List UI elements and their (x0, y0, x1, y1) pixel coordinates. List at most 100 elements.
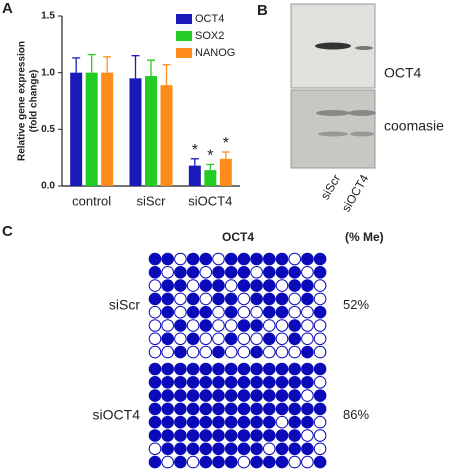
cpg-site (263, 429, 276, 442)
cpg-site (275, 376, 289, 389)
cpg-site (199, 292, 213, 306)
cpg-site (148, 362, 162, 376)
cpg-site (212, 362, 225, 376)
cpg-site (263, 279, 276, 292)
cpg-site (212, 319, 225, 332)
cpg-site (263, 266, 276, 279)
cpg-site (263, 402, 276, 416)
cpg-site (148, 442, 162, 456)
cpg-site (212, 252, 225, 266)
cpg-site (161, 305, 174, 319)
cpg-site (313, 362, 327, 376)
cpg-site (250, 362, 263, 376)
cpg-site (199, 345, 213, 359)
cpg-site (313, 415, 327, 429)
cpg-site (250, 455, 263, 469)
panel-label: B (257, 2, 268, 19)
cpg-site (199, 305, 213, 319)
group-label: siScr (109, 296, 140, 312)
cpg-site (199, 389, 213, 402)
cpg-site (263, 332, 276, 346)
cpg-site (313, 266, 327, 279)
cpg-site (313, 376, 327, 389)
cpg-site (288, 292, 302, 306)
cpg-site (186, 305, 200, 319)
cpg-site (161, 376, 174, 389)
cpg-site (174, 305, 187, 319)
cpg-site (275, 292, 289, 306)
cpg-site (288, 455, 302, 469)
cpg-site (313, 429, 327, 442)
cpg-site (288, 389, 302, 402)
cpg-site (148, 376, 162, 389)
cpg-site (186, 402, 200, 416)
cpg-site (212, 376, 225, 389)
bar (145, 76, 157, 186)
cpg-site (301, 455, 314, 469)
cpg-site (250, 292, 263, 306)
cpg-site (250, 319, 263, 332)
cpg-site (174, 376, 187, 389)
cpg-site (237, 252, 251, 266)
cpg-site (288, 252, 302, 266)
cpg-site (224, 319, 238, 332)
cpg-site (313, 389, 327, 402)
cpg-site (224, 376, 238, 389)
cpg-site (275, 429, 289, 442)
cpg-site (186, 345, 200, 359)
cpg-site (186, 376, 200, 389)
cpg-site (237, 376, 251, 389)
cpg-site (148, 305, 162, 319)
cpg-site (212, 455, 225, 469)
cpg-site (199, 442, 213, 456)
cpg-site (199, 429, 213, 442)
cpg-site (301, 292, 314, 306)
y-tick-label: 1.5 (41, 11, 55, 22)
cpg-site (148, 279, 162, 292)
cpg-site (250, 332, 263, 346)
cpg-site (288, 279, 302, 292)
cpg-site (250, 279, 263, 292)
cpg-site (263, 305, 276, 319)
cpg-site (288, 305, 302, 319)
cpg-site (174, 429, 187, 442)
cpg-site (199, 332, 213, 346)
cpg-site (212, 402, 225, 416)
cpg-site (186, 442, 200, 456)
cpg-site (224, 455, 238, 469)
cpg-site (174, 279, 187, 292)
cpg-site (250, 252, 263, 266)
cpg-site (301, 389, 314, 402)
cpg-site (224, 279, 238, 292)
methylation-title: OCT4 (222, 230, 254, 244)
cpg-site (313, 305, 327, 319)
cpg-site (250, 402, 263, 416)
cpg-site (174, 415, 187, 429)
cpg-site (313, 319, 327, 332)
cpg-site (288, 266, 302, 279)
panel-label: A (2, 0, 13, 17)
cpg-site (148, 319, 162, 332)
cpg-site (275, 455, 289, 469)
cpg-site (199, 415, 213, 429)
cpg-site (237, 319, 251, 332)
cpg-site (186, 266, 200, 279)
cpg-site (237, 415, 251, 429)
cpg-site (301, 345, 314, 359)
cpg-site (199, 455, 213, 469)
cpg-site (301, 442, 314, 456)
cpg-site (263, 442, 276, 456)
y-tick-label: 0.5 (41, 124, 55, 135)
cpg-site (275, 266, 289, 279)
x-tick-label: siScr (137, 193, 167, 208)
cpg-site (250, 442, 263, 456)
cpg-site (275, 332, 289, 346)
lane-label: siOCT4 (339, 172, 372, 215)
cpg-site (275, 442, 289, 456)
blot (290, 3, 376, 169)
legend-swatch (176, 31, 192, 41)
cpg-site (288, 332, 302, 346)
cpg-site (288, 376, 302, 389)
cpg-site (237, 389, 251, 402)
cpg-site (313, 442, 327, 456)
